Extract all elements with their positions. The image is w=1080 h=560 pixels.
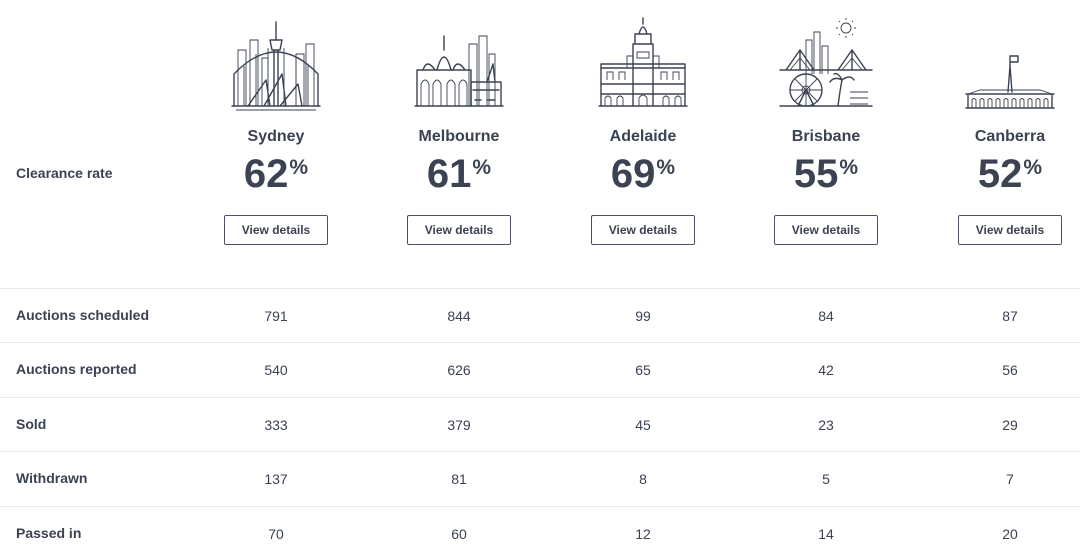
clearance-rate-value: 52% bbox=[918, 152, 1080, 202]
table-cell: 540 bbox=[264, 362, 288, 378]
table-cell: 84 bbox=[818, 308, 834, 324]
table-cell: 333 bbox=[264, 417, 288, 433]
percent-sign: % bbox=[472, 156, 492, 179]
table-row-auctions-scheduled: Auctions scheduled 791 844 99 84 87 bbox=[0, 288, 1080, 342]
table-cell: 60 bbox=[451, 526, 467, 542]
table-cell: 5 bbox=[822, 471, 830, 487]
city-column-adelaide: Adelaide 69% View details bbox=[551, 0, 735, 288]
rate-number: 61 bbox=[426, 152, 472, 196]
row-label: Auctions scheduled bbox=[16, 307, 150, 323]
clearance-rate-label: Clearance rate bbox=[16, 165, 113, 181]
rate-number: 52 bbox=[977, 152, 1023, 196]
table-row-sold: Sold 333 379 45 23 29 bbox=[0, 397, 1080, 451]
table-cell: 379 bbox=[447, 417, 471, 433]
view-details-button-brisbane[interactable]: View details bbox=[774, 215, 878, 245]
table-cell: 7 bbox=[1006, 471, 1014, 487]
sydney-skyline-icon bbox=[231, 21, 321, 111]
view-details-button-melbourne[interactable]: View details bbox=[407, 215, 511, 245]
table-cell: 65 bbox=[635, 362, 651, 378]
canberra-skyline-icon bbox=[965, 55, 1055, 109]
melbourne-skyline-icon bbox=[414, 35, 504, 107]
percent-sign: % bbox=[656, 156, 676, 179]
view-details-button-sydney[interactable]: View details bbox=[224, 215, 328, 245]
table-cell: 29 bbox=[1002, 417, 1018, 433]
city-name: Adelaide bbox=[609, 128, 677, 145]
city-name: Canberra bbox=[974, 128, 1046, 145]
row-label: Sold bbox=[16, 416, 47, 432]
adelaide-skyline-icon bbox=[598, 17, 688, 107]
view-details-button-canberra[interactable]: View details bbox=[958, 215, 1062, 245]
city-name: Sydney bbox=[247, 128, 305, 145]
city-column-sydney: Sydney 62% View details bbox=[184, 0, 368, 288]
row-label: Withdrawn bbox=[16, 470, 88, 486]
city-name: Brisbane bbox=[791, 128, 861, 145]
view-details-button-adelaide[interactable]: View details bbox=[591, 215, 695, 245]
rate-number: 69 bbox=[610, 152, 656, 196]
clearance-rate-value: 69% bbox=[551, 152, 735, 202]
table-cell: 14 bbox=[818, 526, 834, 542]
clearance-rate-value: 62% bbox=[184, 152, 368, 202]
city-column-brisbane: Brisbane 55% View details bbox=[734, 0, 918, 288]
table-row-auctions-reported: Auctions reported 540 626 65 42 56 bbox=[0, 342, 1080, 396]
table-cell: 56 bbox=[1002, 362, 1018, 378]
city-name: Melbourne bbox=[418, 128, 500, 145]
percent-sign: % bbox=[289, 156, 309, 179]
rate-number: 55 bbox=[793, 152, 839, 196]
clearance-rate-header: Clearance rate Sydney 62% View details M… bbox=[16, 0, 1080, 288]
table-cell: 137 bbox=[264, 471, 288, 487]
clearance-rate-value: 61% bbox=[367, 152, 551, 202]
row-label: Auctions reported bbox=[16, 361, 137, 377]
table-cell: 42 bbox=[818, 362, 834, 378]
city-column-canberra: Canberra 52% View details bbox=[918, 0, 1080, 288]
table-cell: 791 bbox=[264, 308, 288, 324]
percent-sign: % bbox=[839, 156, 859, 179]
table-cell: 844 bbox=[447, 308, 471, 324]
table-cell: 23 bbox=[818, 417, 834, 433]
row-label: Passed in bbox=[16, 525, 82, 541]
table-cell: 70 bbox=[268, 526, 284, 542]
percent-sign: % bbox=[1023, 156, 1043, 179]
table-row-withdrawn: Withdrawn 137 81 8 5 7 bbox=[0, 451, 1080, 505]
table-cell: 45 bbox=[635, 417, 651, 433]
city-column-melbourne: Melbourne 61% View details bbox=[367, 0, 551, 288]
rate-number: 62 bbox=[243, 152, 289, 196]
brisbane-skyline-icon bbox=[779, 18, 873, 107]
table-cell: 81 bbox=[451, 471, 467, 487]
table-row-passed-in: Passed in 70 60 12 14 20 bbox=[0, 506, 1080, 560]
table-cell: 626 bbox=[447, 362, 471, 378]
clearance-rate-value: 55% bbox=[734, 152, 918, 202]
table-cell: 99 bbox=[635, 308, 651, 324]
table-cell: 12 bbox=[635, 526, 651, 542]
table-cell: 8 bbox=[639, 471, 647, 487]
table-cell: 87 bbox=[1002, 308, 1018, 324]
table-cell: 20 bbox=[1002, 526, 1018, 542]
